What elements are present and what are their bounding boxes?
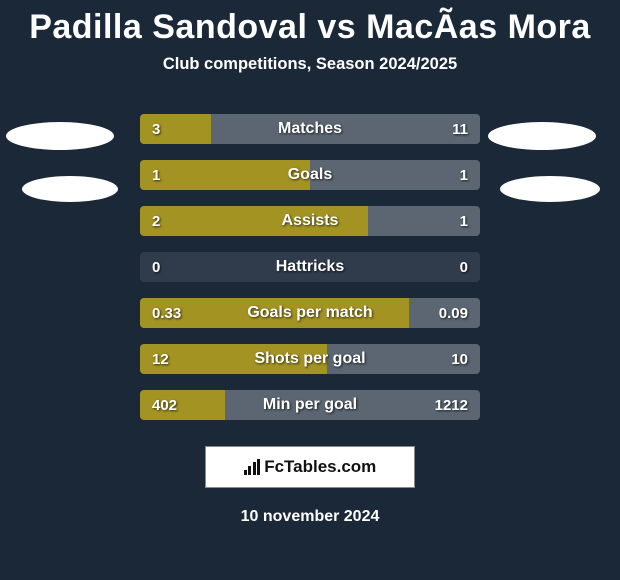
bar-chart-icon: [244, 459, 261, 475]
snapshot-date: 10 november 2024: [0, 508, 620, 526]
stat-label: Assists: [140, 206, 480, 236]
stat-row: 1210Shots per goal: [140, 344, 480, 374]
comparison-title: Padilla Sandoval vs MacÃ­as Mora: [0, 0, 620, 47]
stat-label: Goals: [140, 160, 480, 190]
stat-label: Matches: [140, 114, 480, 144]
stat-row: 00Hattricks: [140, 252, 480, 282]
avatar-placeholder: [22, 176, 118, 202]
stat-row: 311Matches: [140, 114, 480, 144]
logo-box: FcTables.com: [205, 446, 415, 488]
avatar-placeholder: [500, 176, 600, 202]
stats-container: 311Matches 11Goals 21Assists 00Hattricks 0.3…: [140, 114, 480, 420]
stat-row: 11Goals: [140, 160, 480, 190]
comparison-subtitle: Club competitions, Season 2024/2025: [0, 55, 620, 74]
stat-row: 0.330.09Goals per match: [140, 298, 480, 328]
stat-label: Goals per match: [140, 298, 480, 328]
avatar-placeholder: [488, 122, 596, 150]
stat-row: 4021212Min per goal: [140, 390, 480, 420]
stat-label: Shots per goal: [140, 344, 480, 374]
fctables-logo: FcTables.com: [244, 457, 377, 477]
stat-label: Min per goal: [140, 390, 480, 420]
stat-label: Hattricks: [140, 252, 480, 282]
avatar-placeholder: [6, 122, 114, 150]
logo-label: FcTables.com: [264, 457, 376, 477]
stat-row: 21Assists: [140, 206, 480, 236]
